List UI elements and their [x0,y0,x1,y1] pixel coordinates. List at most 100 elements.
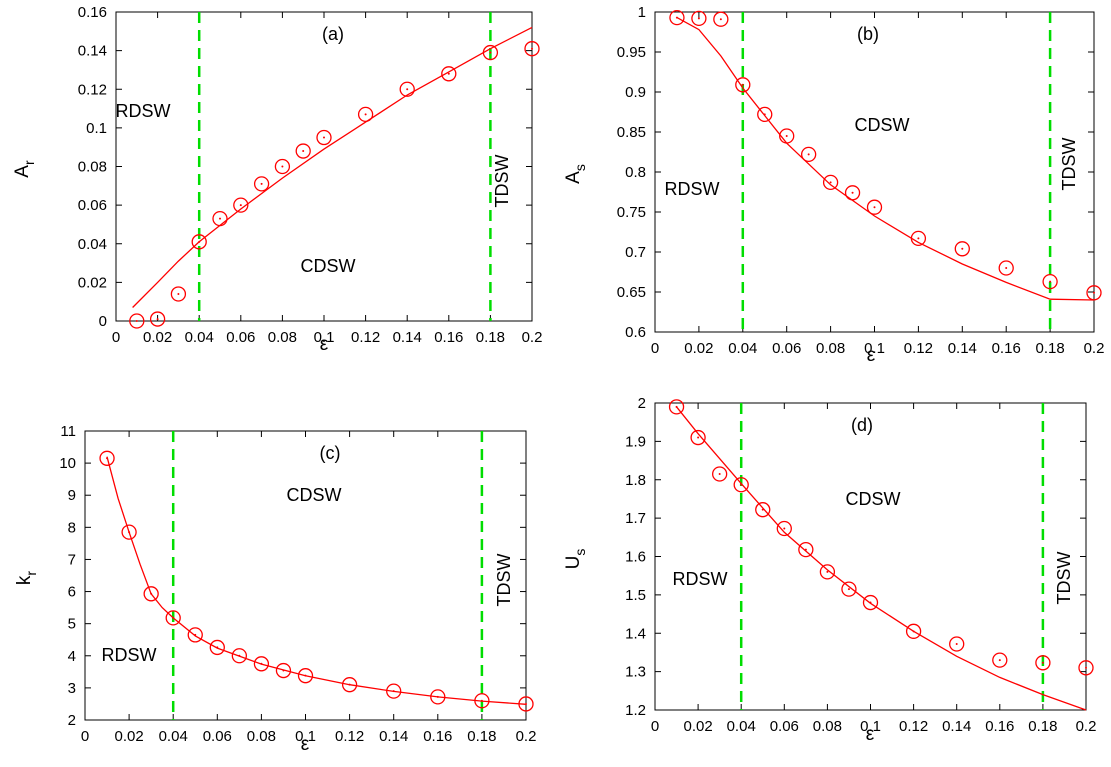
y-axis-label-subscript: r [23,571,39,576]
y-tick-label: 0 [99,313,107,330]
plot-frame [654,402,1087,711]
x-tick-label: 0.14 [393,329,422,346]
y-tick-label: 0.02 [78,274,107,291]
y-tick-label: 5 [68,616,76,633]
x-tick-label: 0.08 [816,340,845,357]
region-label-rdsw: RDSW [673,569,728,589]
y-axis-label-main: A [12,165,33,178]
y-tick-label: 11 [60,423,76,440]
x-tick-label: 0.18 [467,728,496,745]
y-tick-label: 0.12 [78,81,107,98]
data-point [1086,285,1102,301]
y-tick-label: 1.5 [625,587,646,604]
fit-curve [676,17,1095,301]
data-point [798,541,814,558]
region-label-tdsw: TDSW [1054,552,1074,605]
region-label-cdsw: CDSW [287,485,342,505]
panel-label: (a) [322,24,344,44]
region-label-tdsw: TDSW [492,155,512,208]
region-label-cdsw: CDSW [301,256,356,276]
x-tick-label: 0.1 [295,728,316,745]
y-axis-label-main: U [563,556,584,570]
region-label-rdsw: RDSW [665,179,720,199]
y-tick-label: 1.6 [625,549,646,566]
data-point [316,129,332,146]
y-tick-label: 3 [68,680,76,697]
y-tick-label: 4 [68,648,76,665]
y-tick-label: 0.7 [625,244,646,261]
x-tick-label: 0.18 [1028,718,1057,735]
x-tick-label: 0.2 [1076,718,1097,735]
y-tick-label: 0.95 [617,44,646,61]
data-point [524,41,540,57]
data-point [191,234,207,250]
data-point [669,9,685,26]
data-point [668,399,685,415]
data-point [121,524,137,540]
region-label-rdsw: RDSW [102,645,157,665]
x-tick-label: 0.06 [772,340,801,357]
data-point [430,689,446,705]
y-tick-label: 0.8 [625,164,646,181]
x-tick-label: 0.12 [351,329,380,346]
data-point [209,639,225,656]
x-tick-label: 0.06 [226,329,255,346]
x-tick-label: 0.16 [434,329,463,346]
y-tick-label: 1.8 [625,472,646,489]
y-tick-label: 0.1 [86,120,107,137]
data-point [862,594,879,611]
y-tick-label: 9 [68,487,76,504]
data-point [1078,660,1094,676]
x-tick-label: 0.2 [1084,340,1105,357]
x-tick-label: 0 [651,340,659,357]
y-tick-label: 0.06 [78,197,107,214]
data-point [801,146,817,163]
y-axis-label: kr [14,571,39,586]
x-tick-label: 0.2 [522,329,543,346]
data-point [357,106,374,123]
data-point [143,586,159,602]
y-tick-label: 2 [638,395,646,412]
data-point [992,652,1008,668]
data-point [1035,655,1051,671]
x-tick-label: 0.04 [159,728,188,745]
data-point [733,477,749,493]
x-axis-label: ε [866,724,875,745]
y-tick-label: 2 [68,712,76,729]
data-point [253,176,270,192]
region-label-cdsw: CDSW [846,489,901,509]
y-tick-label: 8 [68,519,76,536]
data-point [690,429,706,446]
data-point [99,450,115,466]
y-tick-label: 1.4 [625,625,646,642]
x-tick-label: 0.06 [203,728,232,745]
data-point [755,502,771,518]
data-point [149,311,166,327]
y-tick-label: 0.16 [78,4,107,21]
y-tick-label: 1.3 [625,664,646,681]
data-point [441,66,457,82]
data-point [231,648,248,664]
data-point [905,623,922,639]
x-tick-label: 0.04 [728,340,757,357]
y-axis-label: Us [563,549,588,570]
x-tick-label: 0.04 [185,329,214,346]
y-tick-label: 10 [59,455,76,472]
x-tick-label: 0.02 [143,329,172,346]
y-axis-label-subscript: s [572,164,588,171]
data-point [170,286,187,302]
data-point [295,143,311,159]
y-axis-label-subscript: r [21,160,37,165]
panel-c: 0 0.02 0.04 0.06 0.08 0.1 0.12 0.14 0.16 0.18 0.2 2… [14,423,536,755]
x-tick-label: 0.2 [516,728,537,745]
y-axis-label: Ar [12,160,37,178]
x-tick-label: 0.16 [985,718,1014,735]
region-label-tdsw: TDSW [1059,138,1079,191]
data-point [212,210,228,227]
panel-label: (b) [857,24,879,44]
data-point [841,581,857,597]
y-axis-label-main: A [563,171,584,184]
x-tick-label: 0.12 [904,340,933,357]
panel-b: 0 0.02 0.04 0.06 0.08 0.1 0.12 0.14 0.16 0.18 0.2 0… [563,4,1104,366]
